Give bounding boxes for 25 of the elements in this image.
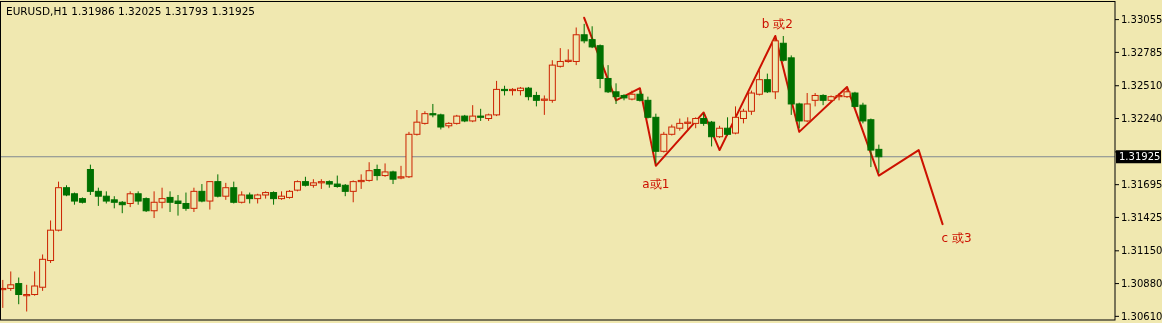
line-series <box>583 16 944 226</box>
y-tick-label: 1.32240 <box>1121 113 1162 125</box>
candlestick <box>811 92 819 107</box>
y-tick-label: 1.30880 <box>1121 278 1162 290</box>
candlestick <box>381 162 389 178</box>
chart-title: EURUSD,H1 1.31986 1.32025 1.31793 1.31925 <box>6 5 255 17</box>
annotation: b 或2 <box>761 16 793 31</box>
candlestick <box>190 187 198 213</box>
annotation: a或1 <box>642 176 670 191</box>
y-tick-label: 1.31695 <box>1121 179 1162 191</box>
candlestick <box>15 277 23 305</box>
candlestick <box>724 116 732 137</box>
annotation: c 或3 <box>941 231 972 246</box>
candlestick <box>819 93 827 106</box>
candlestick <box>206 181 214 211</box>
y-tick-label: 1.32510 <box>1121 80 1162 92</box>
y-tick-label: 1.33055 <box>1121 14 1162 26</box>
candlestick <box>373 164 381 181</box>
y-tick-label: 1.30610 <box>1121 310 1162 322</box>
candlestick <box>763 73 771 94</box>
y-tick-label: 1.31150 <box>1121 245 1162 257</box>
y-tick-label: 1.32785 <box>1121 46 1162 58</box>
candlestick <box>803 92 811 123</box>
y-tick-label: 1.31425 <box>1121 211 1162 223</box>
ref-line-label: 1.31925 <box>1119 151 1161 163</box>
